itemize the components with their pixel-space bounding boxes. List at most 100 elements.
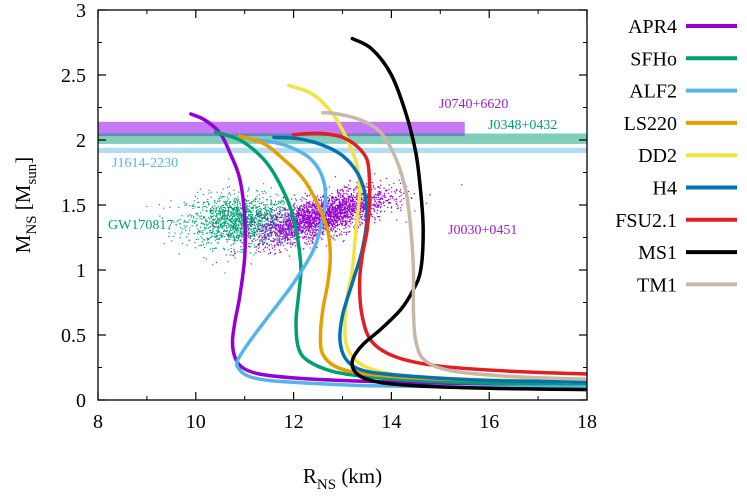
cloud-point bbox=[275, 234, 277, 236]
cloud-point bbox=[333, 211, 335, 213]
cloud-point bbox=[270, 208, 272, 210]
cloud-point bbox=[285, 221, 287, 223]
cloud-point bbox=[222, 205, 224, 207]
cloud-point bbox=[302, 226, 304, 228]
cloud-point bbox=[307, 205, 309, 207]
cloud-point bbox=[276, 216, 278, 219]
cloud-point bbox=[299, 236, 301, 238]
cloud-point bbox=[354, 202, 356, 204]
cloud-point bbox=[289, 216, 291, 218]
cloud-point bbox=[246, 223, 248, 225]
cloud-point bbox=[259, 239, 261, 241]
cloud-point bbox=[329, 225, 331, 227]
cloud-point bbox=[312, 228, 314, 230]
cloud-point bbox=[319, 214, 321, 216]
cloud-point bbox=[249, 252, 252, 254]
cloud-point bbox=[234, 231, 236, 233]
cloud-point bbox=[329, 200, 331, 202]
cloud-point bbox=[395, 198, 397, 200]
cloud-point bbox=[326, 213, 329, 215]
cloud-point bbox=[301, 205, 303, 207]
cloud-point bbox=[250, 219, 252, 221]
cloud-point bbox=[197, 215, 199, 217]
cloud-point bbox=[300, 209, 302, 211]
cloud-point bbox=[346, 186, 348, 189]
cloud-point bbox=[250, 220, 252, 222]
cloud-point bbox=[327, 206, 329, 208]
cloud-point bbox=[309, 203, 311, 205]
cloud-point bbox=[281, 224, 283, 226]
cloud-point bbox=[377, 216, 379, 218]
cloud-point bbox=[373, 208, 375, 210]
cloud-point bbox=[359, 208, 361, 210]
cloud-point bbox=[230, 224, 232, 226]
cloud-point bbox=[238, 217, 240, 220]
cloud-point bbox=[234, 257, 236, 259]
cloud-point bbox=[240, 215, 242, 217]
cloud-point bbox=[289, 221, 291, 223]
cloud-point bbox=[271, 232, 273, 234]
cloud-point bbox=[303, 203, 305, 205]
cloud-point bbox=[240, 216, 242, 218]
cloud-point bbox=[314, 210, 316, 212]
cloud-point bbox=[315, 212, 317, 214]
cloud-point bbox=[236, 211, 238, 213]
cloud-point bbox=[231, 209, 234, 211]
cloud-point bbox=[274, 249, 276, 251]
cloud-point bbox=[345, 211, 347, 213]
cloud-point bbox=[318, 216, 320, 218]
cloud-point bbox=[232, 233, 234, 235]
cloud-point bbox=[354, 212, 356, 214]
cloud-point bbox=[348, 184, 350, 186]
cloud-point bbox=[360, 199, 363, 201]
curve-fsu2.1 bbox=[291, 131, 587, 376]
cloud-point bbox=[302, 218, 304, 220]
cloud-point bbox=[396, 198, 398, 200]
cloud-point bbox=[268, 245, 270, 247]
cloud-point bbox=[250, 263, 252, 265]
cloud-point bbox=[322, 231, 324, 233]
cloud-point bbox=[230, 226, 232, 228]
cloud-point bbox=[373, 186, 375, 189]
cloud-point bbox=[236, 216, 239, 218]
cloud-point bbox=[248, 214, 250, 216]
cloud-point bbox=[307, 202, 310, 204]
cloud-point bbox=[283, 221, 285, 223]
cloud-point bbox=[363, 218, 365, 220]
cloud-point bbox=[198, 245, 200, 247]
cloud-point bbox=[239, 221, 241, 223]
cloud-point bbox=[344, 200, 346, 202]
cloud-point bbox=[262, 225, 264, 227]
cloud-point bbox=[215, 261, 217, 263]
cloud-point bbox=[263, 226, 265, 228]
cloud-point bbox=[253, 224, 256, 226]
cloud-point bbox=[394, 192, 396, 194]
cloud-point bbox=[269, 230, 271, 232]
cloud-point bbox=[247, 245, 250, 247]
cloud-point bbox=[281, 231, 283, 233]
cloud-point bbox=[259, 230, 261, 233]
cloud-point bbox=[389, 196, 391, 198]
cloud-point bbox=[340, 194, 342, 196]
cloud-point bbox=[197, 228, 199, 230]
cloud-point bbox=[239, 216, 241, 218]
cloud-point bbox=[272, 221, 274, 223]
cloud-point bbox=[217, 242, 219, 244]
cloud-point bbox=[356, 199, 358, 201]
cloud-point bbox=[326, 210, 328, 213]
cloud-point bbox=[316, 216, 319, 218]
cloud-point bbox=[235, 198, 237, 200]
cloud-point bbox=[405, 221, 407, 223]
cloud-point bbox=[273, 223, 275, 225]
cloud-point bbox=[266, 214, 268, 216]
cloud-point bbox=[253, 220, 255, 222]
cloud-point bbox=[304, 221, 307, 223]
cloud-point bbox=[201, 241, 203, 243]
cloud-point bbox=[226, 241, 228, 243]
cloud-point bbox=[309, 238, 311, 240]
cloud-point bbox=[320, 205, 322, 207]
cloud-point bbox=[304, 227, 306, 229]
cloud-point bbox=[207, 241, 209, 243]
cloud-point bbox=[247, 224, 249, 226]
cloud-point bbox=[210, 215, 212, 217]
